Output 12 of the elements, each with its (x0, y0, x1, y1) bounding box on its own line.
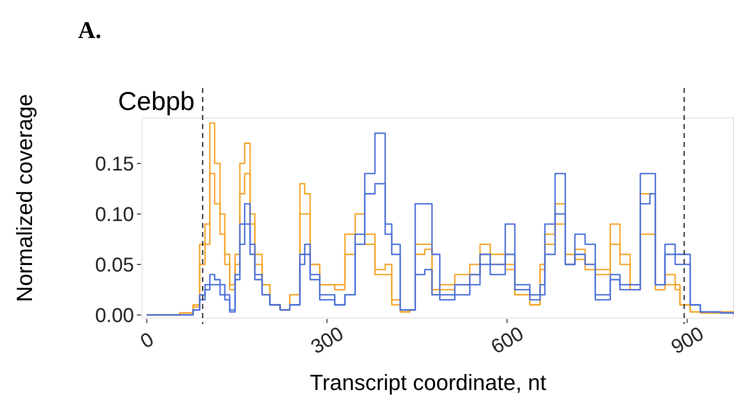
y-tick-label: 0.05 (95, 254, 134, 276)
x-tick-label: 300 (307, 322, 348, 359)
y-tick-label: 0.00 (95, 304, 134, 327)
y-tick-label: 0.15 (95, 153, 134, 176)
x-axis-title: Transcript coordinate, nt (310, 370, 546, 395)
x-tick-label: 900 (668, 322, 708, 359)
chart-title: Cebpb (118, 86, 195, 116)
y-axis-title: Normalized coverage (12, 94, 37, 302)
y-tick-label: 0.10 (95, 204, 134, 226)
x-tick-label: 0 (136, 328, 158, 354)
text: A. (78, 18, 102, 44)
x-tick-label: 600 (488, 322, 528, 359)
